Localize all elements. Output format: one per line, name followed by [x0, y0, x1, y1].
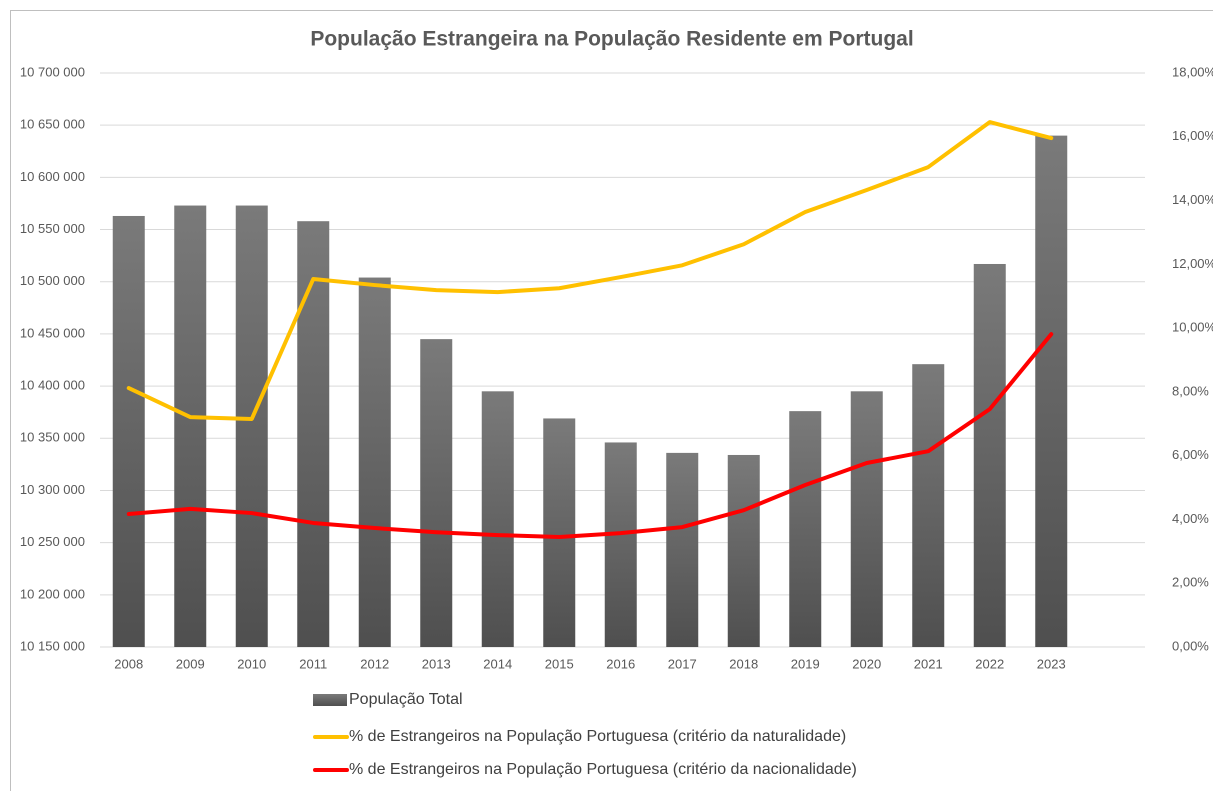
x-tick-label: 2012 [360, 656, 389, 671]
x-tick-label: 2014 [483, 656, 512, 671]
y-tick-label: 10 400 000 [20, 378, 85, 393]
legend-label: % de Estrangeiros na População Portugues… [349, 728, 846, 745]
y-tick-label: 10 250 000 [20, 534, 85, 549]
bar [297, 221, 330, 648]
bar [481, 391, 514, 647]
x-tick-label: 2018 [729, 656, 758, 671]
y2-tick-label: 0,00% [1172, 638, 1209, 653]
y-tick-label: 10 650 000 [20, 117, 85, 132]
bar [1035, 135, 1068, 648]
y2-tick-label: 12,00% [1172, 256, 1213, 271]
y-tick-label: 10 150 000 [20, 638, 85, 653]
legend-label: % de Estrangeiros na População Portugues… [349, 761, 857, 778]
y-tick-label: 10 500 000 [20, 273, 85, 288]
y-tick-label: 10 450 000 [20, 325, 85, 340]
x-tick-label: 2009 [176, 656, 205, 671]
line-series [126, 332, 1054, 539]
y2-tick-label: 2,00% [1172, 575, 1209, 590]
x-tick-label: 2013 [422, 656, 451, 671]
legend-label: População Total [349, 691, 463, 708]
bar [604, 442, 637, 647]
bar [973, 263, 1006, 647]
chart-frame [10, 10, 1213, 791]
bar [235, 205, 268, 648]
bar [112, 215, 145, 647]
y2-tick-label: 8,00% [1172, 383, 1209, 398]
x-tick-label: 2015 [545, 656, 574, 671]
bar [666, 452, 699, 647]
y2-tick-label: 18,00% [1172, 64, 1213, 79]
line-series [126, 120, 1054, 421]
bar [358, 277, 391, 647]
x-tick-label: 2017 [668, 656, 697, 671]
x-tick-label: 2016 [606, 656, 635, 671]
y-tick-label: 10 300 000 [20, 482, 85, 497]
x-tick-label: 2022 [975, 656, 1004, 671]
x-tick-label: 2011 [299, 656, 327, 671]
y2-tick-label: 4,00% [1172, 511, 1209, 526]
y2-tick-label: 14,00% [1172, 192, 1213, 207]
legend-swatch [313, 694, 347, 706]
x-tick-label: 2010 [237, 656, 266, 671]
x-tick-label: 2020 [852, 656, 881, 671]
bar [727, 454, 760, 647]
chart-title: População Estrangeira na População Resid… [310, 28, 913, 51]
y-tick-label: 10 350 000 [20, 430, 85, 445]
x-tick-label: 2008 [114, 656, 143, 671]
y2-tick-label: 6,00% [1172, 447, 1209, 462]
y-tick-label: 10 600 000 [20, 169, 85, 184]
bar [174, 205, 207, 648]
bar [850, 391, 883, 647]
bar [789, 411, 822, 647]
bar [543, 418, 576, 647]
y2-tick-label: 10,00% [1172, 320, 1213, 335]
y-tick-label: 10 700 000 [20, 64, 85, 79]
x-tick-label: 2023 [1037, 656, 1066, 671]
x-tick-label: 2019 [791, 656, 820, 671]
x-tick-label: 2021 [914, 656, 943, 671]
bar [912, 364, 945, 647]
bar [420, 339, 453, 647]
y-tick-label: 10 550 000 [20, 221, 85, 236]
y-tick-label: 10 200 000 [20, 586, 85, 601]
y2-tick-label: 16,00% [1172, 128, 1213, 143]
